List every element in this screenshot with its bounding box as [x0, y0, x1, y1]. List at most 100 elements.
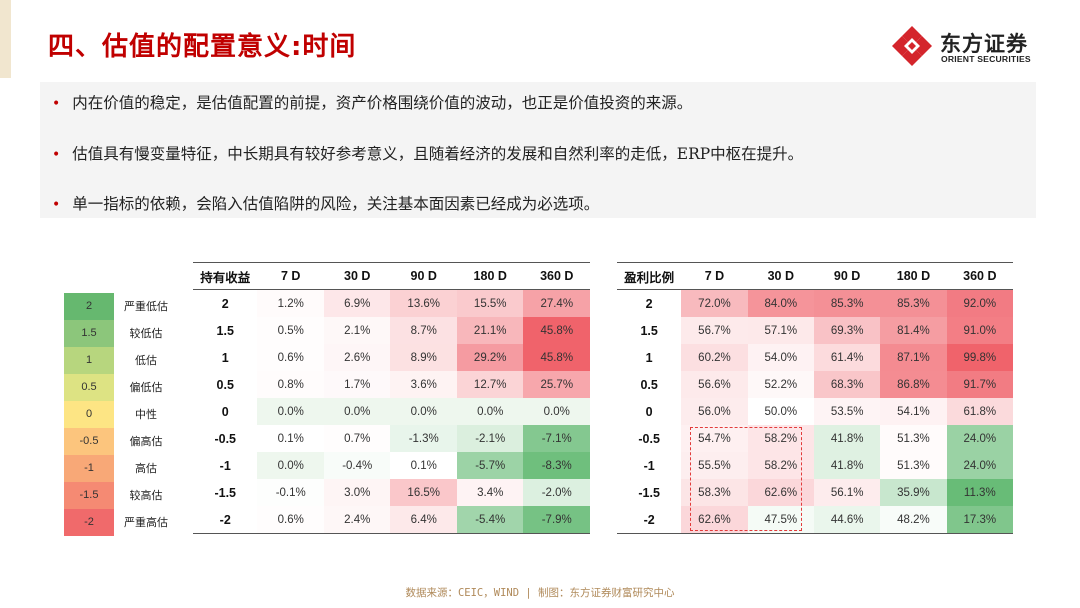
table-cell: -0.4%: [323, 452, 391, 479]
table-cell: 0.6%: [257, 344, 324, 371]
table-cell: 45.8%: [523, 344, 590, 371]
table-cell: 54.7%: [681, 425, 748, 452]
table-cell: 54.1%: [880, 398, 947, 425]
table-cell: 91.0%: [946, 317, 1013, 344]
bullet-dot-icon: •: [52, 147, 61, 163]
table-cell: 0.0%: [257, 398, 324, 425]
table-cell: 0.0%: [523, 398, 590, 425]
table-row: 2 1.2% 6.9% 13.6% 15.5% 27.4%: [193, 289, 590, 317]
table-cell: 6.9%: [323, 289, 391, 317]
table-cell: 3.0%: [323, 479, 391, 506]
row-header: -0.5: [638, 431, 660, 446]
table-cell: 41.8%: [813, 425, 881, 452]
column-header: 7 D: [257, 262, 324, 290]
table-cell: -2.0%: [523, 479, 590, 506]
table-cell: 2.1%: [323, 317, 391, 344]
table-cell: 6.4%: [390, 506, 457, 534]
table-cell: 27.4%: [523, 289, 590, 317]
table-cell: 15.5%: [456, 289, 524, 317]
legend-label: 较低估: [129, 327, 163, 340]
table-cell: 8.7%: [390, 317, 457, 344]
legend-swatch: 1: [64, 347, 114, 374]
table-cell: 24.0%: [946, 425, 1013, 452]
highlight-box: [690, 427, 802, 531]
table-cell: 84.0%: [747, 289, 814, 317]
table-row: -1 55.5% 58.2% 41.8% 51.3% 24.0%: [617, 452, 1013, 479]
table-cell: 0.0%: [456, 398, 524, 425]
table-row: 1 0.6% 2.6% 8.9% 29.2% 45.8%: [193, 344, 590, 371]
table-cell: 91.7%: [946, 371, 1013, 398]
table-row: 1.5 0.5% 2.1% 8.7% 21.1% 45.8%: [193, 317, 590, 344]
table-cell: 52.2%: [747, 371, 814, 398]
table-cell: -2.1%: [456, 425, 524, 452]
row-header: -1.5: [638, 485, 660, 500]
column-header: 360 D: [523, 262, 590, 290]
table-row: 2 72.0% 84.0% 85.3% 85.3% 92.0%: [617, 289, 1013, 317]
table-cell: 3.6%: [390, 371, 457, 398]
table-cell: -1.3%: [390, 425, 457, 452]
table-cell: 1.7%: [323, 371, 391, 398]
table-cell: 0.1%: [390, 452, 457, 479]
table-header-row: 持有收益 7 D 30 D 90 D 180 D 360 D: [193, 262, 590, 290]
table-cell: 56.1%: [813, 479, 881, 506]
table-cell: 57.1%: [747, 317, 814, 344]
legend-row: -1.5 较高估: [64, 482, 174, 509]
table-cell: 21.1%: [456, 317, 524, 344]
table-row: -0.5 0.1% 0.7% -1.3% -2.1% -7.1%: [193, 425, 590, 452]
row-header: 1: [221, 350, 229, 365]
row-header: -2: [193, 506, 258, 534]
column-header: 盈利比例: [617, 262, 682, 290]
table-cell: 51.3%: [880, 452, 947, 479]
table-cell: 56.0%: [681, 398, 748, 425]
legend-label: 中性: [135, 408, 157, 421]
orient-logo-icon: [892, 26, 932, 66]
legend-row: 1.5 较低估: [64, 320, 174, 347]
table-cell: 56.6%: [681, 371, 748, 398]
column-header: 30 D: [323, 262, 391, 290]
table-cell: 50.0%: [747, 398, 814, 425]
column-header: 30 D: [747, 262, 814, 290]
column-header: 持有收益: [193, 262, 258, 290]
table-cell: 92.0%: [946, 289, 1013, 317]
legend-swatch: 0.5: [64, 374, 114, 401]
table-cell: 1.2%: [257, 289, 324, 317]
table-row: 1.5 56.7% 57.1% 69.3% 81.4% 91.0%: [617, 317, 1013, 344]
legend-row: -1 高估: [64, 455, 174, 482]
column-header: 180 D: [880, 262, 947, 290]
table-cell: 87.1%: [880, 344, 947, 371]
table-row: -2 0.6% 2.4% 6.4% -5.4% -7.9%: [193, 506, 590, 534]
table-cell: 13.6%: [390, 289, 457, 317]
row-header: 2: [221, 296, 229, 311]
row-header: -0.5: [214, 431, 237, 446]
table-cell: 58.2%: [747, 425, 814, 452]
table-row: 0.5 56.6% 52.2% 68.3% 86.8% 91.7%: [617, 371, 1013, 398]
table-cell: 81.4%: [880, 317, 947, 344]
column-header: 7 D: [681, 262, 748, 290]
table-cell: 29.2%: [456, 344, 524, 371]
row-header: -2: [617, 506, 682, 534]
page-title: 四、估值的配置意义:时间: [48, 32, 357, 62]
table-row: 0.5 0.8% 1.7% 3.6% 12.7% 25.7%: [193, 371, 590, 398]
table-cell: 2.6%: [323, 344, 391, 371]
column-header: 360 D: [946, 262, 1013, 290]
row-header: -1: [643, 458, 655, 473]
bullet-dot-icon: •: [52, 96, 61, 112]
table-cell: 85.3%: [880, 289, 947, 317]
legend-swatch: 0: [64, 401, 114, 428]
table-cell: 0.7%: [323, 425, 391, 452]
table-cell: 11.3%: [946, 479, 1013, 506]
table-row: -2 62.6% 47.5% 44.6% 48.2% 17.3%: [617, 506, 1013, 534]
row-header: 0.5: [216, 377, 234, 392]
table-cell: 54.0%: [747, 344, 814, 371]
table-row: 1 60.2% 54.0% 61.4% 87.1% 99.8%: [617, 344, 1013, 371]
table-cell: 56.7%: [681, 317, 748, 344]
bullet-dot-icon: •: [52, 197, 61, 213]
column-header: 90 D: [813, 262, 881, 290]
legend-row: 0 中性: [64, 401, 174, 428]
legend-swatch: -0.5: [64, 428, 114, 455]
table-cell: 86.8%: [880, 371, 947, 398]
legend-swatch: -1.5: [64, 482, 114, 509]
legend-label: 偏高估: [129, 435, 163, 448]
table-cell: -5.4%: [456, 506, 524, 534]
row-header: -1.5: [214, 485, 237, 500]
